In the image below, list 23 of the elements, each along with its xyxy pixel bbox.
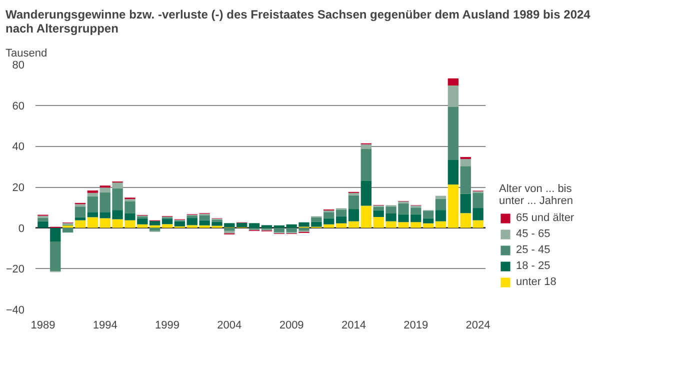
x-tick-label: 1994 — [92, 320, 118, 332]
y-axis-title: Tausend — [6, 48, 48, 60]
legend-label: 25 - 45 — [516, 244, 550, 256]
y-tick-label: 80 — [12, 60, 25, 72]
y-tick-label: 40 — [12, 141, 25, 154]
y-tick-label: −40 — [6, 304, 25, 316]
x-tick-label: 1999 — [155, 320, 180, 332]
legend-label: 18 - 25 — [516, 260, 550, 272]
legend-title: Alter von ... bis unter ... Jahren — [499, 182, 574, 207]
legend-label: unter 18 — [516, 276, 556, 288]
x-tick-label: 2009 — [279, 320, 304, 332]
x-tick-label: 2024 — [466, 320, 490, 332]
x-tick-label: 2014 — [341, 320, 366, 332]
x-tick-label: 1989 — [30, 320, 56, 332]
chart-title: Wanderungsgewinne bzw. -verluste (-) des Freistaates Sachsen gegenüber dem Ausland 1989 bis 2024 nach Altersgruppen — [6, 8, 591, 36]
x-tick-label: 2004 — [217, 320, 242, 332]
legend-label: 45 - 65 — [516, 228, 550, 240]
y-tick-label: 0 — [18, 222, 25, 235]
legend-label: 65 und älter — [516, 212, 574, 224]
x-tick-label: 2019 — [404, 320, 428, 332]
y-tick-label: −20 — [6, 264, 25, 276]
y-tick-label: 60 — [12, 100, 25, 112]
y-tick-label: 20 — [12, 182, 25, 194]
